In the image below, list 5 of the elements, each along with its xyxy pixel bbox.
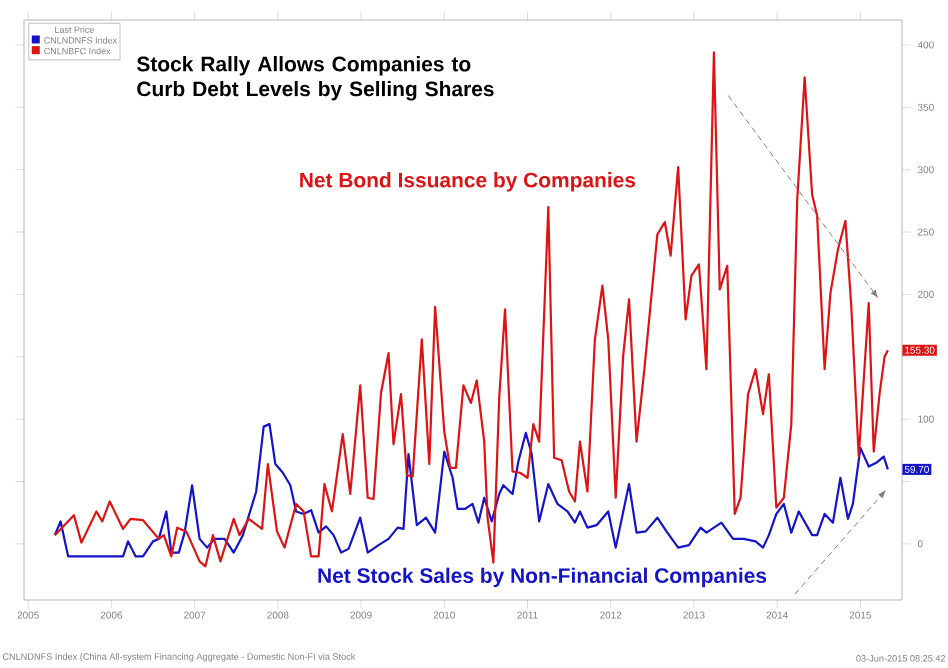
text: Stock Rally Allows Companies to Curb Debt Levels by Selling Shares [137,56,494,101]
annotation: Net Stock Sales by Non-Financial Companies [318,567,767,588]
line-series [53,423,889,558]
annotation: Net Bond Issuance by Companies [300,172,636,192]
line-series [53,51,889,568]
